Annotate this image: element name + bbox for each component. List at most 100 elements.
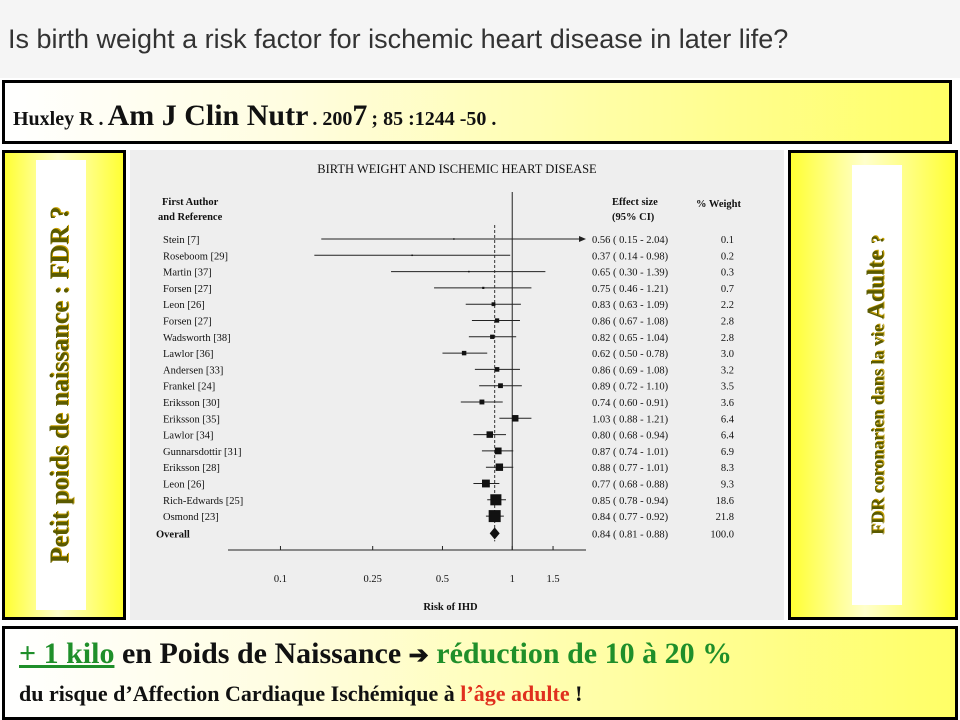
study-weight-value: 0.3 <box>721 268 734 279</box>
effect-size-value: 0.85 ( 0.78 - 0.94) <box>592 496 669 507</box>
effect-size-marker <box>461 350 467 356</box>
effect-size-marker <box>486 431 494 438</box>
study-label: Andersen [33] <box>163 365 223 376</box>
citation-year-prefix: . 200 <box>312 108 353 130</box>
x-tick-label: 0.5 <box>436 574 449 585</box>
chart-title: BIRTH WEIGHT AND ISCHEMIC HEART DISEASE <box>317 162 597 176</box>
right-side-text-backdrop <box>852 165 902 605</box>
study-weight-value: 2.8 <box>721 333 734 344</box>
citation-author: Huxley R . <box>13 108 104 130</box>
study-weight-value: 0.2 <box>721 251 734 262</box>
effect-size-marker <box>453 238 455 240</box>
study-weight-value: 2.2 <box>721 300 734 311</box>
study-label: Martin [37] <box>163 268 212 279</box>
study-weight-value: 9.3 <box>721 480 734 491</box>
right-side-text-small: FDR coronarien dans la vie <box>867 324 888 535</box>
left-side-text-backdrop <box>36 160 86 610</box>
effect-size-marker <box>411 254 413 257</box>
effect-column-header: Effect size <box>612 197 658 208</box>
overall-effect-value: 0.84 ( 0.81 - 0.88) <box>592 529 669 540</box>
study-weight-value: 3.0 <box>721 349 734 360</box>
effect-size-value: 0.86 ( 0.67 - 1.08) <box>592 317 669 328</box>
effect-size-value: 0.80 ( 0.68 - 0.94) <box>592 431 669 442</box>
study-weight-value: 0.7 <box>721 284 734 295</box>
study-weight-value: 3.6 <box>721 398 734 409</box>
x-tick-label: 1.5 <box>546 574 559 585</box>
effect-size-marker <box>468 270 470 273</box>
birth-weight-phrase: en Poids de Naissance <box>121 637 402 670</box>
study-label: Leon [26] <box>163 480 205 491</box>
effect-size-marker <box>511 415 519 422</box>
conclusion-box: + 1 kilo en Poids de Naissance ➔ réducti… <box>2 626 958 720</box>
study-weight-value: 3.2 <box>721 365 734 376</box>
forest-plot: BIRTH WEIGHT AND ISCHEMIC HEART DISEASE F… <box>156 162 742 613</box>
effect-size-value: 0.83 ( 0.63 - 1.09) <box>592 300 669 311</box>
study-weight-value: 6.4 <box>721 414 735 425</box>
ci-arrow-marker <box>579 236 586 242</box>
effect-size-marker <box>491 302 496 307</box>
effect-size-value: 0.62 ( 0.50 - 0.78) <box>592 349 669 360</box>
effect-size-value: 0.56 ( 0.15 - 2.04) <box>592 235 669 246</box>
effect-size-marker <box>494 367 500 372</box>
effect-size-marker <box>482 286 485 289</box>
study-weight-value: 0.1 <box>721 235 734 246</box>
overall-weight-value: 100.0 <box>710 529 734 540</box>
study-label: Eriksson [30] <box>163 398 220 409</box>
effect-size-value: 0.82 ( 0.65 - 1.04) <box>592 333 669 344</box>
study-label: Roseboom [29] <box>163 251 228 262</box>
weight-gain: + 1 kilo <box>19 637 115 670</box>
effect-size-value: 1.03 ( 0.88 - 1.21) <box>592 414 669 425</box>
effect-size-marker <box>490 494 502 506</box>
conclusion-line-1: + 1 kilo en Poids de Naissance ➔ réducti… <box>19 637 732 671</box>
effect-size-marker <box>482 479 490 488</box>
study-label: Forsen [27] <box>163 317 212 328</box>
study-label: Stein [7] <box>163 235 199 246</box>
effect-size-marker <box>494 318 500 323</box>
risk-reduction: réduction de 10 à 20 % <box>436 637 733 670</box>
study-weight-value: 6.9 <box>721 447 734 458</box>
x-axis-label: Risk of IHD <box>423 602 478 613</box>
study-weight-value: 18.6 <box>716 496 734 507</box>
effect-size-value: 0.74 ( 0.60 - 0.91) <box>592 398 669 409</box>
author-column-header: First Author <box>162 197 219 208</box>
study-label: Lawlor [36] <box>163 349 213 360</box>
arrow-icon: ➔ <box>408 643 429 669</box>
adult-age: l’âge adulte <box>460 681 570 706</box>
study-weight-value: 2.8 <box>721 317 734 328</box>
x-tick-label: 0.25 <box>364 574 382 585</box>
study-weight-value: 6.4 <box>721 431 735 442</box>
right-side-text-end: ? <box>867 235 888 245</box>
left-side-text: Petit poids de naissance : FDR ? <box>45 206 74 564</box>
effect-size-value: 0.87 ( 0.74 - 1.01) <box>592 447 669 458</box>
effect-size-marker <box>479 399 485 405</box>
page-title: Is birth weight a risk factor for ischem… <box>8 24 789 54</box>
conclusion-line-2-start: du risque d’Affection Cardiaque Ischémiq… <box>19 681 461 706</box>
weight-column-header: % Weight <box>696 199 742 210</box>
study-label: Forsen [27] <box>163 284 212 295</box>
conclusion-line-2: du risque d’Affection Cardiaque Ischémiq… <box>19 681 582 707</box>
study-weight-value: 8.3 <box>721 463 734 474</box>
study-label: Wadsworth [38] <box>163 333 231 344</box>
study-label: Lawlor [34] <box>163 431 213 442</box>
study-label: Osmond [23] <box>163 512 219 523</box>
effect-size-value: 0.88 ( 0.77 - 1.01) <box>592 463 669 474</box>
citation-box: Huxley R . Am J Clin Nutr . 2007 ; 85 :1… <box>2 80 952 144</box>
effect-size-marker <box>490 334 495 339</box>
study-weight-value: 3.5 <box>721 382 734 393</box>
author-column-header-2: and Reference <box>158 212 223 223</box>
effect-size-value: 0.77 ( 0.68 - 0.88) <box>592 480 669 491</box>
effect-size-value: 0.75 ( 0.46 - 1.21) <box>592 284 669 295</box>
study-label: Eriksson [35] <box>163 414 220 425</box>
study-label: Leon [26] <box>163 300 205 311</box>
study-label: Gunnarsdottir [31] <box>163 447 241 458</box>
right-side-text-big: Adulte <box>863 250 890 320</box>
effect-size-marker <box>488 510 501 523</box>
study-label: Frankel [24] <box>163 382 215 393</box>
effect-size-value: 0.86 ( 0.69 - 1.08) <box>592 365 669 376</box>
effect-size-marker <box>494 447 502 455</box>
citation-rest: ; 85 :1244 -50 . <box>371 108 497 130</box>
effect-column-header-2: (95% CI) <box>612 212 655 223</box>
overall-diamond <box>489 527 500 540</box>
effect-size-marker <box>495 463 504 471</box>
citation-journal: Am J Clin Nutr <box>107 99 309 132</box>
